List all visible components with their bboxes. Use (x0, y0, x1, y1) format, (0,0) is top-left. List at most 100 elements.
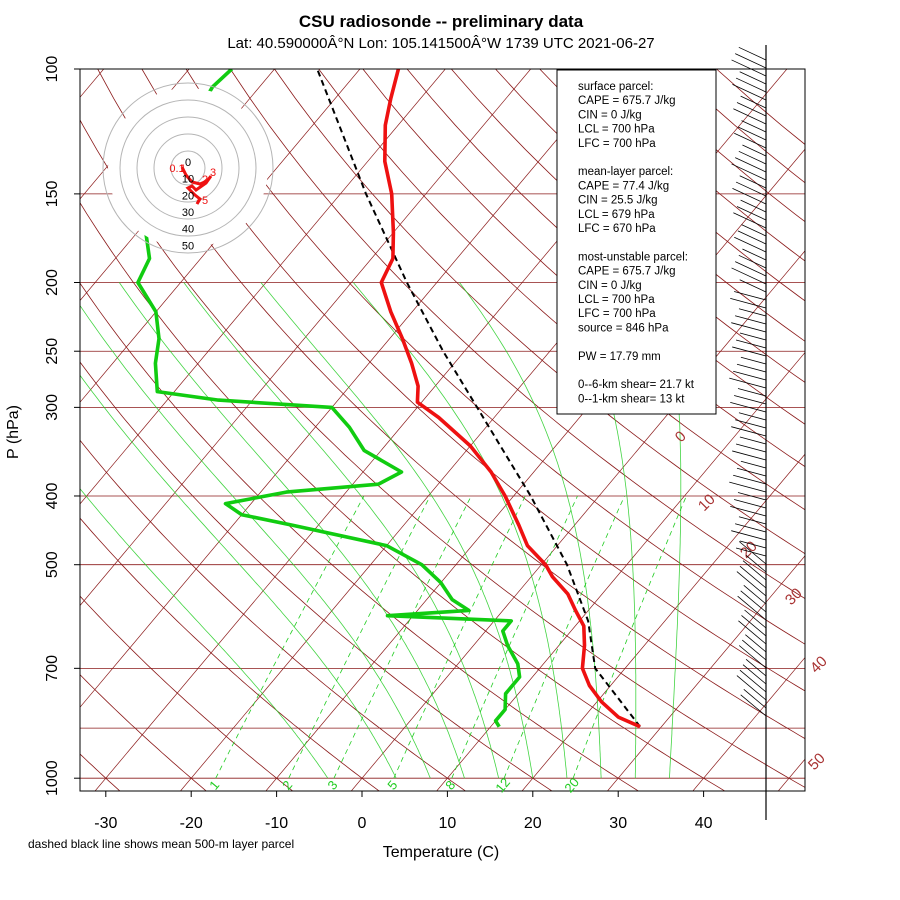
wind-barb (734, 315, 767, 325)
hodo-height-label: 1 (180, 163, 186, 175)
wind-barb (736, 571, 767, 597)
stats-line: LFC = 670 hPa (578, 223, 656, 235)
isotherm--70 (80, 69, 361, 403)
dry-adiabat-label: 0 (672, 428, 690, 446)
wind-barb (735, 261, 767, 277)
wind-barb (739, 332, 767, 341)
wind-barb (736, 102, 767, 117)
x-axis-ticks: -30 -20 -10 0 10 20 30 40 (94, 791, 713, 832)
wind-barb (739, 71, 767, 85)
wind-barb (739, 669, 767, 693)
dry-adiabat-80 (185, 69, 805, 645)
stats-line: mean-layer parcel: (578, 166, 673, 178)
temperature-line (379, 69, 641, 729)
dry-adiabat-50 (80, 119, 805, 788)
mixing-ratio-label: 8 (442, 778, 458, 793)
dewpoint-line (136, 171, 522, 728)
wind-barb (739, 279, 767, 293)
wind-barb (741, 224, 767, 237)
x-tick-label: -10 (265, 815, 288, 832)
wind-barb (736, 467, 767, 477)
wind-barb (732, 346, 767, 357)
wind-barb (734, 291, 767, 301)
wind-barb (730, 298, 767, 309)
moist-adiabat-32 (568, 282, 637, 779)
isotherm-30 (606, 555, 805, 791)
wind-barb (737, 492, 767, 501)
stats-line: PW = 17.79 mm (578, 351, 661, 363)
dry-adiabat-130 (406, 69, 805, 425)
hodo-ring-label: 10 (182, 174, 194, 186)
moist-adiabat-8 (80, 304, 431, 779)
dry-adiabat--20 (80, 674, 207, 791)
moist-adiabat-lines (80, 282, 682, 779)
wind-barb (736, 206, 767, 221)
parcel-trace (316, 69, 641, 728)
mixing-ratio-line-8 (451, 495, 578, 779)
dry-adiabat-60 (97, 69, 805, 740)
mixing-ratio-line-2 (288, 495, 431, 779)
plot-frame (79, 68, 806, 792)
wind-barb (738, 620, 767, 645)
hodo-trace-line (180, 166, 213, 205)
wind-barb (733, 370, 767, 381)
wind-barb (737, 388, 767, 397)
wind-barb (731, 267, 767, 285)
x-tick-label: 10 (439, 815, 457, 832)
mixing-ratio-label: 2 (279, 778, 295, 793)
wind-barb (743, 689, 767, 709)
stats-line: LFC = 700 hPa (578, 138, 656, 150)
dry-adiabat-label: 30 (782, 585, 806, 609)
x-tick-label: 40 (695, 815, 713, 832)
wind-barb (738, 150, 767, 165)
y-tick-label: 300 (44, 394, 61, 421)
wind-barb (738, 541, 767, 565)
stats-line: CIN = 0 J/kg (578, 280, 642, 292)
wind-barb (737, 230, 767, 245)
x-tick-label: 30 (609, 815, 627, 832)
y-tick-label: 100 (44, 56, 61, 83)
y-tick-label: 1000 (44, 760, 61, 796)
wind-barb (745, 658, 767, 677)
wind-barb (737, 595, 767, 621)
hodograph-trace (180, 166, 213, 205)
skewed-isotherm-lines (80, 69, 805, 791)
y-tick-label: 700 (44, 655, 61, 682)
wind-barb (742, 560, 767, 581)
wind-barb (740, 95, 767, 109)
wind-barb (732, 188, 767, 205)
wind-barb (740, 694, 767, 717)
wind-barb (732, 84, 767, 101)
x-tick-label: -20 (180, 815, 203, 832)
moist-adiabat-36 (663, 282, 682, 779)
wind-barb (739, 540, 767, 549)
wind-barb (735, 339, 767, 349)
x-tick-label: -30 (94, 815, 117, 832)
moist-adiabat-16 (183, 282, 499, 779)
wind-barb (738, 516, 767, 525)
wind-barb (729, 481, 767, 493)
dry-adiabat-0 (80, 517, 380, 791)
wind-barb (733, 108, 767, 125)
x-axis-label: Temperature (C) (383, 844, 499, 861)
hodograph-height-labels: 0.11 32 5 (169, 163, 216, 207)
wind-barb (735, 443, 767, 453)
dry-adiabat-90 (229, 69, 805, 600)
stats-line: CAPE = 675.7 J/kg (578, 266, 676, 278)
wind-barb (735, 181, 767, 197)
wind-barb (745, 634, 767, 653)
wind-barb (736, 675, 767, 701)
wind-barb (739, 175, 767, 189)
wind-barb (731, 163, 767, 181)
moist-adiabat--4 (80, 488, 329, 779)
wind-barb (735, 157, 767, 173)
moist-adiabat-20 (260, 282, 534, 779)
moist-adiabat-4 (80, 374, 397, 779)
hodo-height-label: 0.1 (169, 163, 184, 175)
hodograph: 0 10 20 30 40 50 0.11 32 5 (102, 82, 274, 254)
hodo-ring (136, 116, 240, 220)
footnote: dashed black line shows mean 500-m layer… (28, 837, 294, 851)
mixing-ratio-line-1 (215, 495, 365, 779)
dry-adiabat-label: 10 (695, 491, 719, 515)
stats-line: LCL = 679 hPa (578, 209, 655, 221)
